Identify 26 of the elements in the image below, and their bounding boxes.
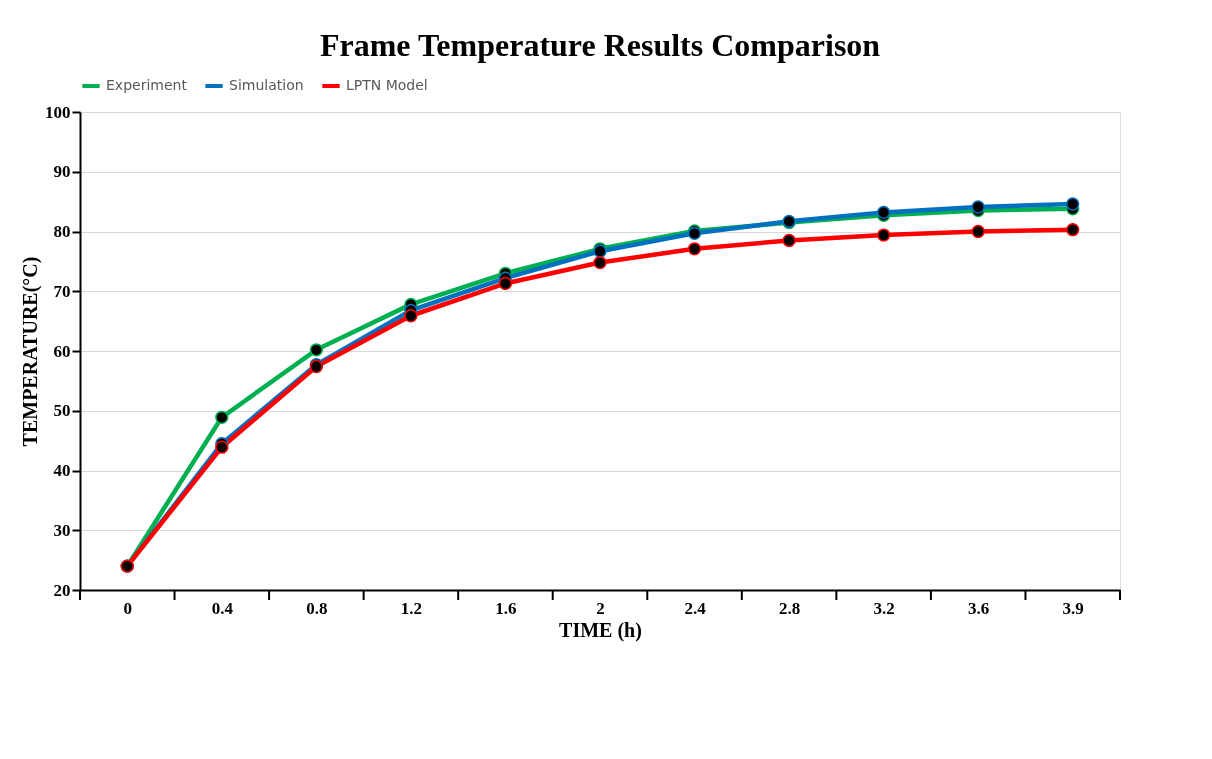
x-tick-label: 1.6 (495, 598, 517, 618)
legend-label: LPTN Model (346, 77, 428, 93)
x-tick-label: 0.8 (306, 598, 328, 618)
x-tick-label: 1.2 (400, 598, 423, 618)
x-axis-title: TIME (h) (559, 618, 642, 642)
x-tick-label: 3.6 (968, 598, 990, 618)
y-tick-label: 70 (53, 281, 71, 301)
y-axis-title: TEMPERATURE(°C) (19, 256, 42, 447)
legend-label: Experiment (106, 77, 188, 93)
y-tick-label: 40 (53, 461, 71, 480)
y-tick-label: 50 (53, 401, 71, 421)
y-tick-label: 100 (45, 102, 71, 122)
chart-title: Frame Temperature Results Comparison (319, 27, 881, 63)
x-tick-label: 3.9 (1062, 598, 1084, 618)
x-tick-label: 2.4 (684, 598, 707, 618)
x-tick-label: 0.4 (211, 598, 234, 618)
legend-label: Simulation (229, 77, 304, 93)
y-tick-label: 30 (53, 520, 71, 540)
x-tick-label: 0 (123, 598, 133, 618)
y-tick-label: 20 (53, 580, 71, 600)
x-tick-label: 3.2 (873, 598, 895, 618)
y-tick-label: 90 (53, 162, 71, 182)
x-tick-label: 2 (596, 598, 605, 618)
x-tick-label: 2.8 (778, 598, 801, 618)
y-tick-label: 80 (53, 222, 71, 241)
y-tick-label: 60 (53, 341, 71, 361)
